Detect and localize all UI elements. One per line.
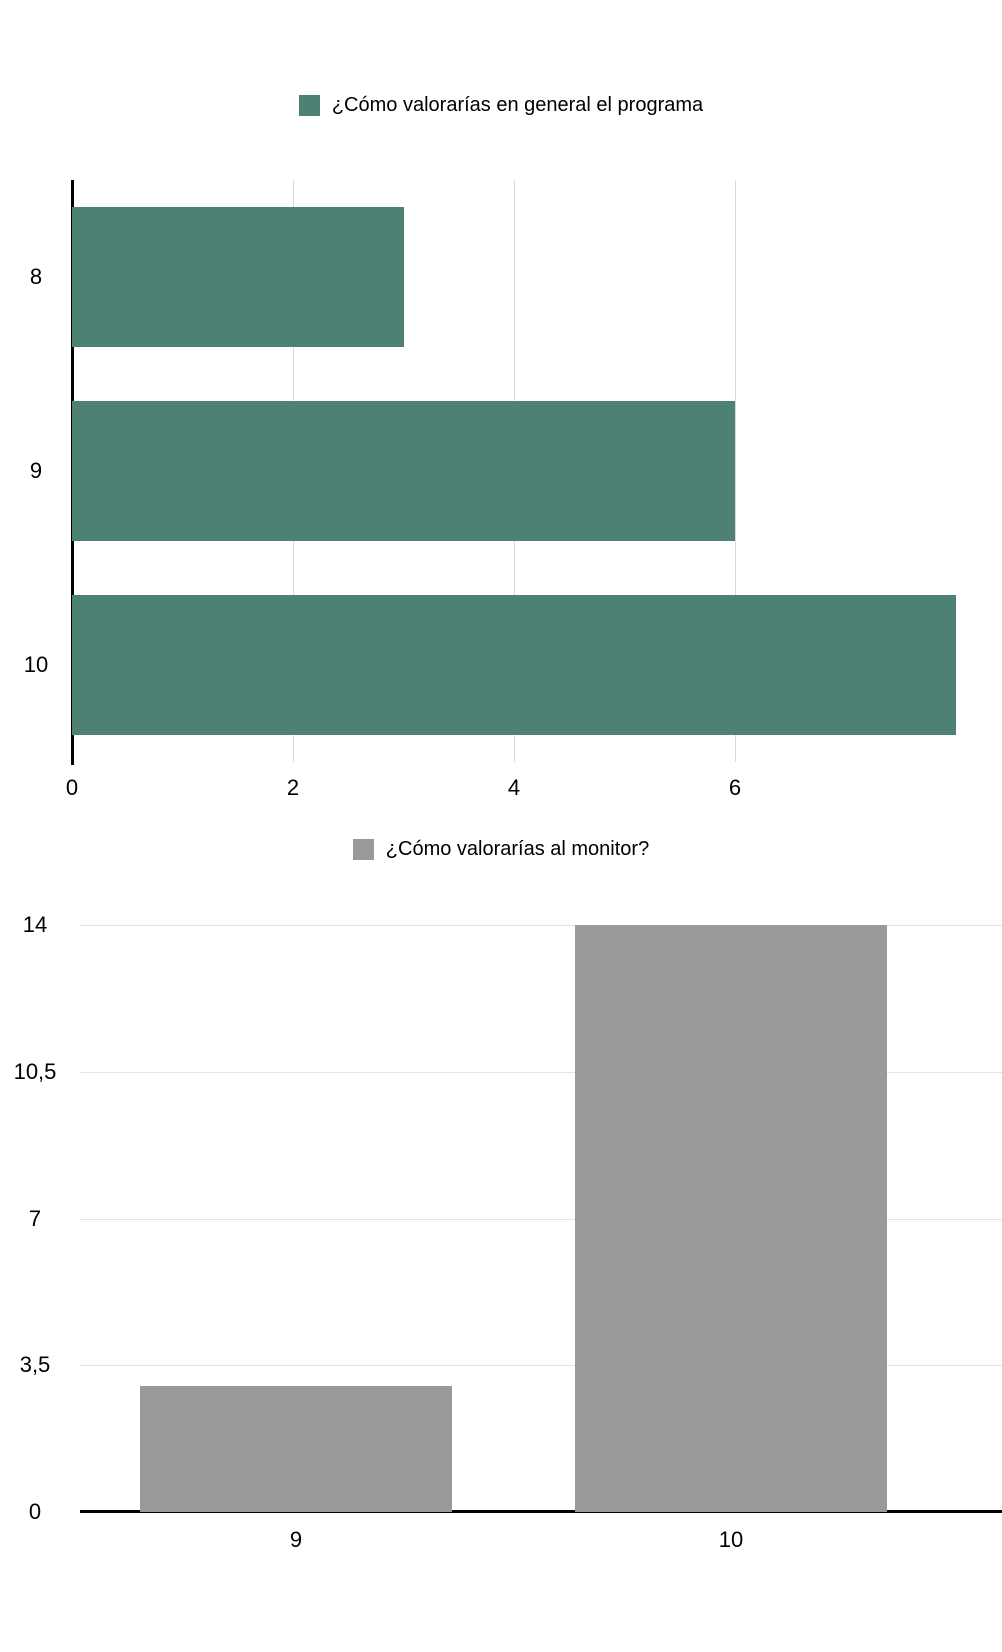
y-gridline bbox=[80, 1218, 1002, 1220]
x-axis-category-label: 9 bbox=[289, 1527, 303, 1552]
bar-category-9 bbox=[72, 401, 735, 541]
x-axis-tick-label: 0 bbox=[65, 775, 79, 800]
y-axis-tick-label: 10,5 bbox=[13, 1058, 57, 1084]
bar-category-8 bbox=[72, 207, 404, 347]
x-axis-line bbox=[80, 1510, 1002, 1513]
x-axis-category-label: 10 bbox=[718, 1527, 744, 1552]
chart2-plot-area bbox=[80, 925, 1002, 1513]
chart2-legend: ¿Cómo valorarías al monitor? bbox=[0, 838, 1002, 861]
chart-program-rating: ¿Cómo valorarías en general el programa … bbox=[0, 94, 1002, 800]
chart1-legend-swatch-icon bbox=[298, 95, 320, 116]
chart2-legend-swatch-icon bbox=[352, 839, 374, 860]
y-gridline bbox=[80, 1365, 1002, 1367]
chart1-plot-area bbox=[71, 180, 1002, 765]
y-axis-category-label: 8 bbox=[29, 264, 43, 289]
y-axis-tick-label: 3,5 bbox=[19, 1352, 51, 1378]
y-axis-category-label: 9 bbox=[29, 458, 43, 483]
bar-category-10 bbox=[72, 595, 956, 735]
y-axis-tick-label: 14 bbox=[22, 912, 48, 937]
chart2-legend-label: ¿Cómo valorarías al monitor? bbox=[385, 838, 650, 860]
x-axis-tick-label: 4 bbox=[507, 775, 521, 800]
y-axis-category-label: 10 bbox=[23, 652, 49, 677]
y-gridline bbox=[80, 1071, 1002, 1073]
x-gridline bbox=[735, 180, 736, 762]
x-axis-tick-label: 6 bbox=[728, 775, 742, 800]
chart1-legend-label: ¿Cómo valorarías en general el programa bbox=[331, 94, 704, 116]
bar-category-10 bbox=[575, 925, 887, 1512]
y-gridline bbox=[80, 925, 1002, 926]
chart-monitor-rating: ¿Cómo valorarías al monitor? 0 3,5 7 10,5 14… bbox=[0, 830, 1002, 1652]
x-axis-tick-label: 2 bbox=[286, 775, 300, 800]
y-axis-tick-label: 0 bbox=[28, 1499, 42, 1524]
y-axis-tick-label: 7 bbox=[28, 1205, 42, 1231]
bar-category-9 bbox=[140, 1386, 452, 1512]
chart1-legend: ¿Cómo valorarías en general el programa bbox=[0, 94, 1002, 117]
